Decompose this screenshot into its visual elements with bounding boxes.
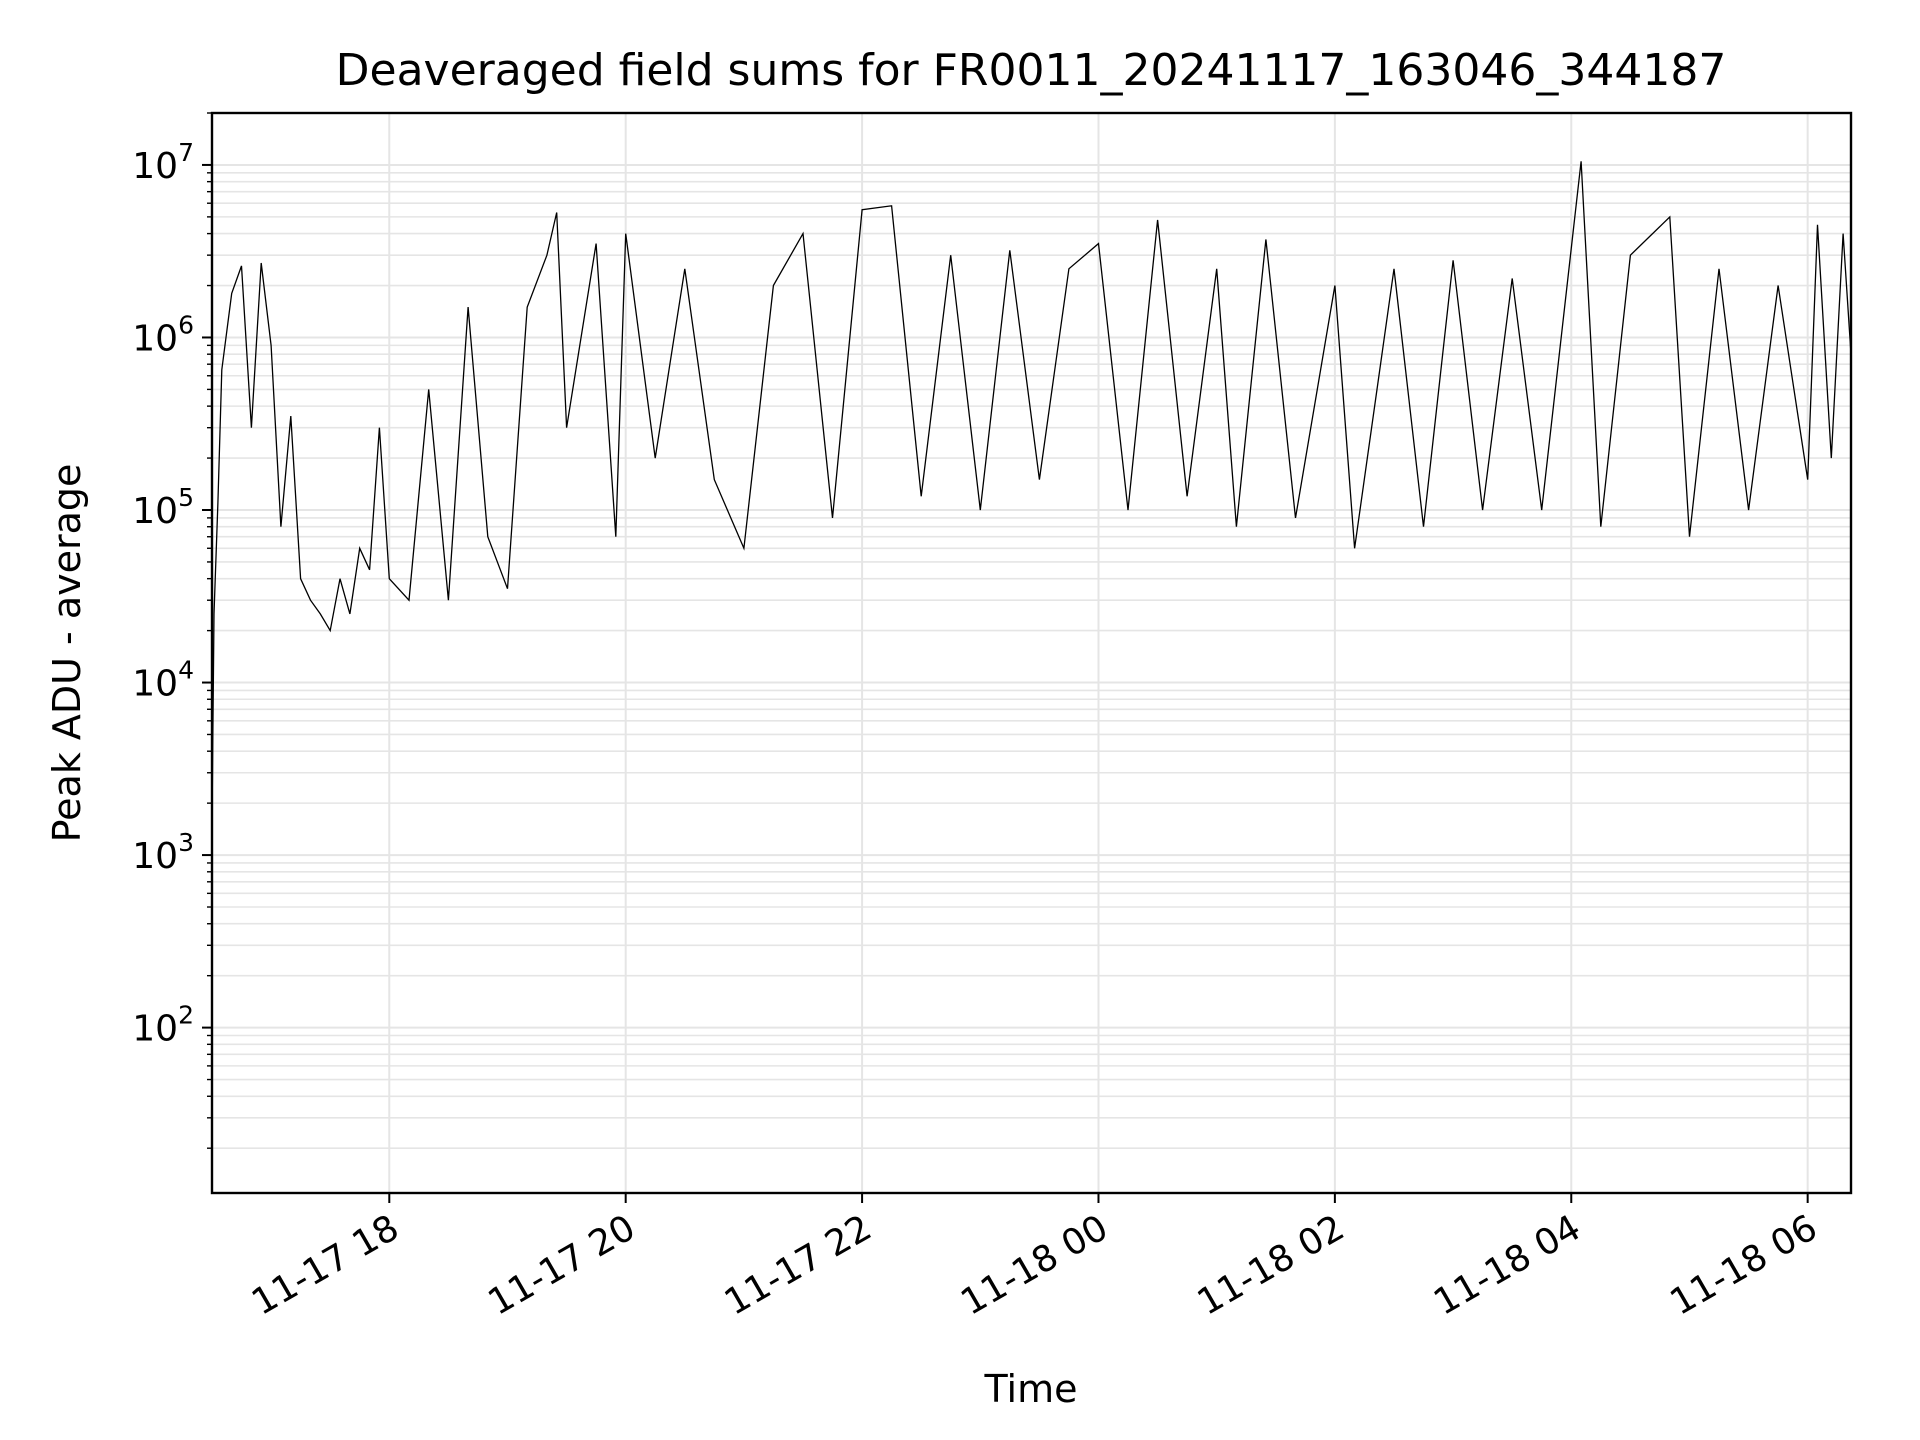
plot-frame xyxy=(210,111,1853,1195)
y-axis-label: Peak ADU - average xyxy=(45,464,89,843)
x-tick-label: 11-18 04 xyxy=(1427,1207,1588,1323)
grid-layer xyxy=(212,112,1851,1193)
x-tick-label: 11-18 00 xyxy=(954,1207,1115,1323)
y-tick-label: 104 xyxy=(132,656,194,705)
y-tick-label: 103 xyxy=(132,828,194,877)
y-tick-label: 102 xyxy=(132,1001,194,1050)
x-tick-label: 11-18 06 xyxy=(1663,1207,1824,1323)
x-tick-label: 11-17 20 xyxy=(482,1207,643,1323)
chart-title: Deaveraged field sums for FR0011_2024111… xyxy=(336,45,1727,96)
y-tick-label: 106 xyxy=(132,310,194,359)
x-tick-label: 11-17 22 xyxy=(718,1207,879,1323)
series-line xyxy=(211,161,1852,825)
y-tick-label: 107 xyxy=(132,138,194,187)
x-axis-label: Time xyxy=(984,1367,1078,1411)
x-tick-label: 11-18 02 xyxy=(1191,1207,1352,1323)
x-tick-label: 11-17 18 xyxy=(245,1207,406,1323)
y-tick-label: 105 xyxy=(132,483,194,532)
